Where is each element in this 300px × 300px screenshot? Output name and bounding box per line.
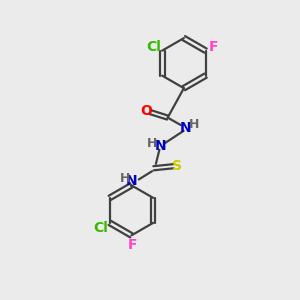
Text: N: N bbox=[126, 174, 138, 188]
Text: N: N bbox=[180, 121, 192, 135]
Text: F: F bbox=[128, 238, 137, 252]
Text: H: H bbox=[147, 137, 157, 150]
Text: H: H bbox=[120, 172, 130, 185]
Text: N: N bbox=[155, 139, 167, 153]
Text: Cl: Cl bbox=[93, 220, 108, 235]
Text: S: S bbox=[172, 159, 182, 173]
Text: F: F bbox=[208, 40, 218, 54]
Text: H: H bbox=[189, 118, 200, 131]
Text: O: O bbox=[140, 104, 152, 118]
Text: Cl: Cl bbox=[146, 40, 161, 53]
